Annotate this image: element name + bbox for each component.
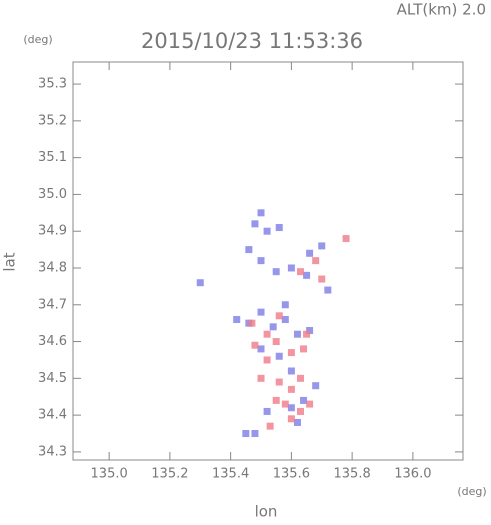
- point: [342, 235, 350, 243]
- point: [257, 257, 265, 265]
- point: [306, 327, 314, 335]
- chart-title: 2015/10/23 11:53:36: [141, 29, 363, 53]
- x-unit: (deg): [457, 485, 486, 498]
- y-unit: (deg): [23, 33, 52, 46]
- point: [257, 209, 265, 217]
- point: [263, 330, 271, 338]
- point: [266, 422, 274, 430]
- y-tick-label: 34.6: [38, 334, 67, 349]
- point: [263, 407, 271, 415]
- y-tick-label: 34.4: [38, 408, 67, 423]
- x-tick-label: 135.0: [91, 467, 128, 482]
- point: [297, 407, 304, 415]
- x-tick-label: 135.2: [151, 467, 188, 482]
- point: [233, 315, 241, 323]
- point: [251, 220, 259, 228]
- point: [303, 330, 311, 338]
- point: [272, 268, 280, 276]
- point: [275, 312, 283, 320]
- point: [297, 268, 304, 276]
- point: [263, 356, 271, 364]
- point: [287, 264, 295, 272]
- point: [257, 374, 265, 382]
- x-tick-label: 135.8: [334, 467, 371, 482]
- point: [248, 319, 256, 327]
- plot-frame: [72, 61, 464, 461]
- x-tick-label: 136.0: [394, 467, 431, 482]
- point: [281, 315, 289, 323]
- point: [306, 249, 314, 257]
- point: [287, 415, 295, 423]
- y-tick-label: 35.3: [38, 77, 67, 92]
- y-tick-label: 35.1: [38, 150, 67, 165]
- point: [272, 396, 280, 404]
- point: [272, 338, 280, 346]
- point: [263, 227, 271, 235]
- point: [245, 246, 253, 254]
- y-tick-label: 35.2: [38, 113, 67, 128]
- point: [281, 400, 289, 408]
- y-label: lat: [1, 252, 19, 271]
- point: [324, 286, 332, 294]
- point: [257, 308, 265, 316]
- point: [303, 271, 311, 279]
- y-tick-label: 34.9: [38, 224, 67, 239]
- y-tick-label: 34.3: [38, 444, 67, 459]
- point: [300, 345, 308, 353]
- point: [293, 418, 301, 426]
- point: [287, 349, 295, 357]
- point: [257, 345, 265, 353]
- point: [242, 430, 250, 438]
- point: [306, 400, 314, 408]
- point: [297, 374, 304, 382]
- y-tick-label: 34.8: [38, 260, 67, 275]
- x-tick-label: 135.4: [212, 467, 249, 482]
- point: [318, 275, 326, 283]
- point: [318, 242, 326, 250]
- y-tick-label: 34.5: [38, 371, 67, 386]
- x-tick-label: 135.6: [273, 467, 310, 482]
- point: [281, 301, 289, 309]
- y-tick-label: 34.7: [38, 297, 67, 312]
- point: [312, 257, 320, 265]
- point: [275, 378, 283, 386]
- point: [196, 279, 204, 287]
- point: [312, 382, 320, 390]
- point: [293, 330, 301, 338]
- point: [251, 341, 259, 349]
- point: [275, 224, 283, 232]
- x-label: lon: [255, 503, 278, 521]
- point: [251, 430, 259, 438]
- point: [287, 404, 295, 412]
- point: [300, 396, 308, 404]
- y-tick-label: 35.0: [38, 187, 67, 202]
- header: ALT(km) 2.0: [397, 1, 486, 19]
- point: [287, 367, 295, 375]
- point: [287, 385, 295, 393]
- point: [269, 323, 277, 331]
- point: [275, 352, 283, 360]
